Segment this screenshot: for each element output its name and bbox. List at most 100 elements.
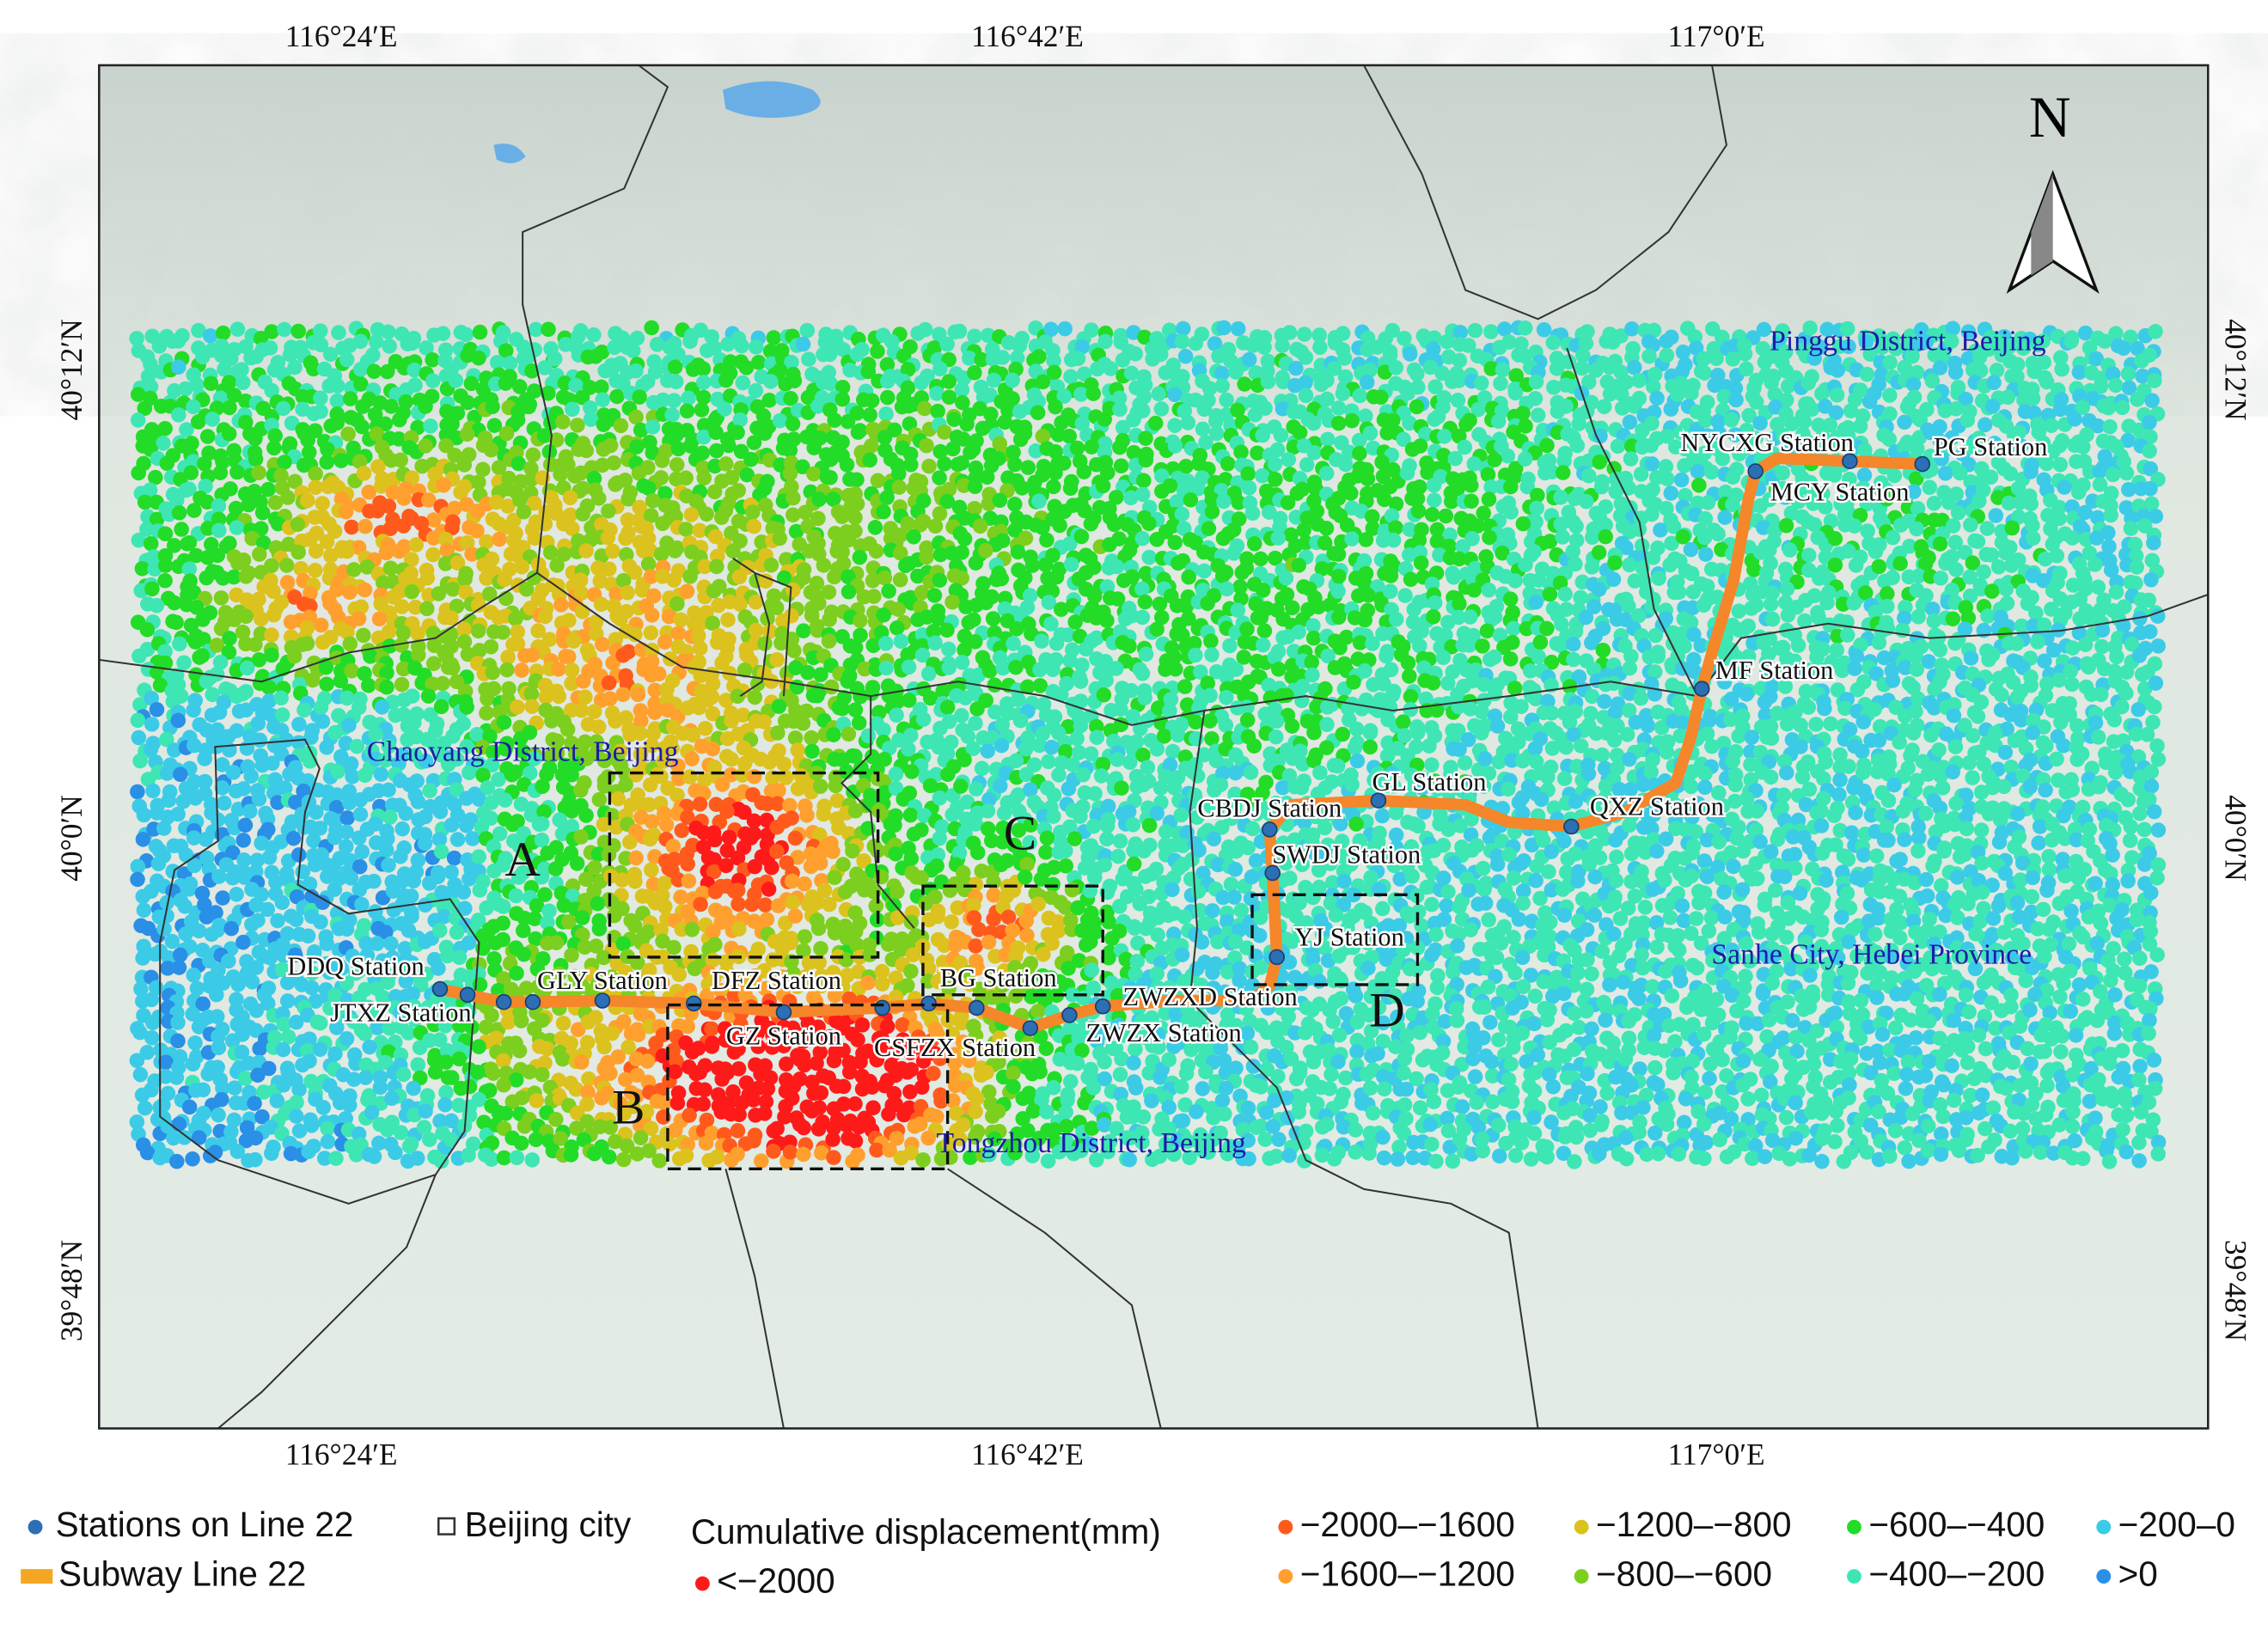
displacement-point xyxy=(782,443,798,458)
displacement-point xyxy=(941,641,957,657)
displacement-point xyxy=(1141,516,1157,532)
displacement-point xyxy=(1986,375,2002,390)
displacement-point xyxy=(170,333,186,349)
displacement-point xyxy=(762,374,779,389)
displacement-point xyxy=(1905,725,1922,741)
displacement-point xyxy=(601,503,616,519)
displacement-point xyxy=(1650,649,1666,664)
displacement-point xyxy=(524,699,540,714)
displacement-point xyxy=(418,399,433,414)
displacement-point xyxy=(608,477,623,492)
displacement-point xyxy=(266,607,282,623)
displacement-point xyxy=(1662,557,1678,573)
displacement-point xyxy=(1136,388,1152,405)
displacement-point xyxy=(991,450,1006,467)
displacement-point xyxy=(1528,594,1544,610)
displacement-point xyxy=(822,451,839,467)
displacement-point xyxy=(1281,452,1297,467)
displacement-point xyxy=(782,466,798,481)
displacement-point xyxy=(879,373,896,389)
displacement-point xyxy=(365,347,381,363)
displacement-point xyxy=(1436,429,1452,444)
displacement-point xyxy=(919,549,934,565)
displacement-point xyxy=(2067,411,2082,427)
displacement-point xyxy=(1908,649,1923,664)
displacement-point xyxy=(1201,713,1218,729)
displacement-point xyxy=(327,724,343,741)
displacement-point xyxy=(941,389,957,406)
displacement-point xyxy=(1957,621,1973,637)
displacement-point xyxy=(1062,480,1079,497)
displacement-point xyxy=(425,373,441,388)
displacement-point xyxy=(1084,322,1099,338)
displacement-point xyxy=(901,659,917,675)
displacement-point xyxy=(248,637,263,652)
displacement-point xyxy=(1779,716,1795,732)
displacement-point xyxy=(1330,400,1347,416)
displacement-point xyxy=(514,662,529,678)
displacement-point xyxy=(360,678,376,693)
displacement-point xyxy=(795,336,811,352)
displacement-point xyxy=(574,389,590,406)
displacement-point xyxy=(1487,649,1502,665)
displacement-point xyxy=(2053,350,2069,365)
displacement-point xyxy=(2142,624,2158,639)
displacement-point xyxy=(1073,674,1089,689)
displacement-point xyxy=(319,676,334,693)
displacement-point xyxy=(1239,621,1255,637)
displacement-point xyxy=(1134,581,1150,597)
displacement-point xyxy=(1089,730,1105,745)
displacement-point xyxy=(1137,690,1152,705)
displacement-point xyxy=(732,412,749,428)
displacement-point xyxy=(1671,584,1687,601)
displacement-point xyxy=(1035,467,1050,483)
displacement-point xyxy=(2120,366,2137,382)
displacement-point xyxy=(1318,466,1335,481)
displacement-point xyxy=(1622,557,1637,573)
displacement-point xyxy=(926,588,943,603)
displacement-point xyxy=(1306,724,1322,741)
displacement-point xyxy=(1500,448,1516,464)
displacement-point xyxy=(1874,339,1890,355)
displacement-point xyxy=(1674,363,1690,380)
displacement-point xyxy=(699,506,714,522)
displacement-point xyxy=(864,393,880,409)
displacement-point xyxy=(980,327,996,344)
displacement-point xyxy=(1255,637,1271,653)
displacement-point xyxy=(1095,478,1111,494)
displacement-point xyxy=(609,388,625,405)
displacement-point xyxy=(679,403,695,419)
displacement-point xyxy=(356,466,372,481)
displacement-point xyxy=(1424,507,1440,522)
displacement-point xyxy=(1220,455,1236,472)
displacement-point xyxy=(319,740,334,755)
displacement-point xyxy=(181,534,198,551)
displacement-point xyxy=(1275,338,1290,353)
displacement-point xyxy=(954,655,970,670)
displacement-point xyxy=(1031,493,1047,510)
displacement-point xyxy=(682,569,698,584)
displacement-point xyxy=(1451,373,1467,388)
displacement-point xyxy=(396,491,412,506)
displacement-point xyxy=(627,626,643,643)
displacement-point xyxy=(131,648,147,664)
displacement-point xyxy=(2009,689,2026,705)
displacement-point xyxy=(724,713,739,729)
displacement-point xyxy=(1043,321,1059,338)
displacement-point xyxy=(1012,338,1028,354)
displacement-point xyxy=(1397,728,1413,743)
displacement-point xyxy=(437,342,454,358)
displacement-point xyxy=(1531,649,1546,665)
displacement-point xyxy=(1814,386,1830,401)
displacement-point xyxy=(1106,516,1122,533)
displacement-point xyxy=(718,649,734,664)
displacement-point xyxy=(670,626,687,641)
displacement-point xyxy=(1960,324,1977,339)
displacement-point xyxy=(223,481,238,497)
displacement-point xyxy=(171,359,186,375)
displacement-point xyxy=(1103,361,1119,376)
displacement-point xyxy=(2038,687,2054,704)
displacement-point xyxy=(1311,327,1327,343)
displacement-point xyxy=(979,469,995,485)
displacement-point xyxy=(852,549,868,565)
